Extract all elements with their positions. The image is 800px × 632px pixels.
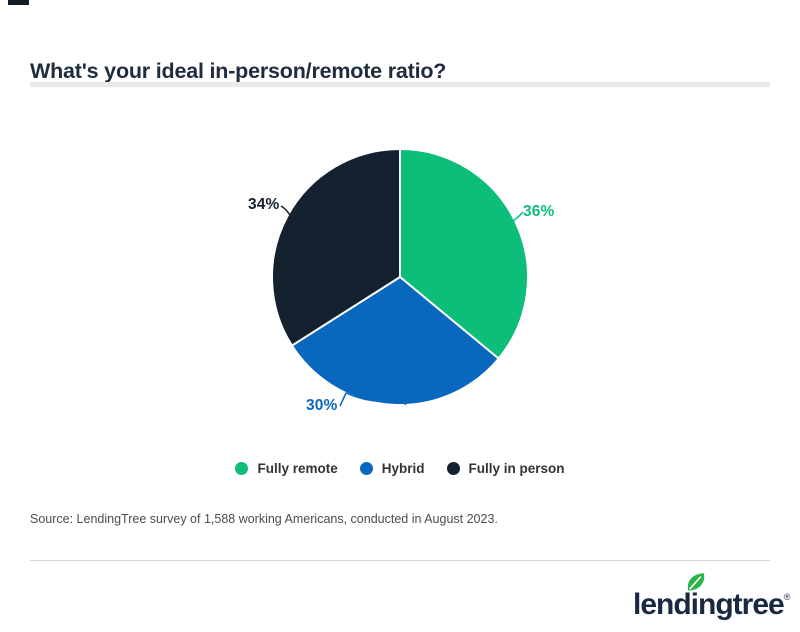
leader-line-hybrid <box>339 392 407 407</box>
pie-slice-hybrid <box>290 276 500 406</box>
registered-mark: ® <box>783 592 791 602</box>
leaf-icon <box>687 573 705 591</box>
legend-label: Fully remote <box>257 461 338 476</box>
leader-line-fully-remote <box>503 211 524 227</box>
legend-label: Fully in person <box>468 461 565 476</box>
legend-dot-icon <box>446 462 460 475</box>
pie-slice-fully-remote <box>399 148 529 360</box>
legend-dot-icon <box>235 462 249 475</box>
percent-label-fully-in-person: 34% <box>248 196 280 213</box>
percent-label-hybrid: 30% <box>306 397 338 414</box>
chart-legend: Fully remote Hybrid Fully in person <box>0 461 800 476</box>
top-left-artifact <box>8 0 29 5</box>
legend-label: Hybrid <box>381 461 425 476</box>
pie-slice-fully-in-person <box>271 148 401 347</box>
percent-label-fully-remote: 36% <box>523 203 555 220</box>
leader-line-fully-in-person <box>280 205 295 223</box>
legend-item-fully-in-person: Fully in person <box>446 461 565 476</box>
legend-item-fully-remote: Fully remote <box>235 461 338 476</box>
footer-divider <box>30 560 770 561</box>
title-divider <box>30 82 770 87</box>
pie-slices <box>271 148 529 406</box>
logo-wordmark: lendingtree® <box>633 588 791 621</box>
lendingtree-logo: lendingtree® <box>633 572 798 622</box>
source-attribution: Source: LendingTree survey of 1,588 work… <box>30 512 498 526</box>
legend-dot-icon <box>359 462 373 475</box>
legend-item-hybrid: Hybrid <box>359 461 425 476</box>
page-title: What's your ideal in-person/remote ratio… <box>30 59 447 84</box>
